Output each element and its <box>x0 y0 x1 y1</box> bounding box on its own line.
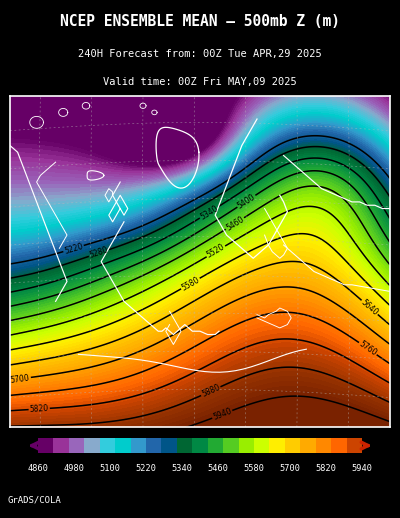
Bar <box>254 438 270 453</box>
Text: 5460: 5460 <box>208 464 228 472</box>
Bar <box>316 438 331 453</box>
Bar <box>54 438 69 453</box>
Text: 5760: 5760 <box>357 339 378 358</box>
Text: 5100: 5100 <box>100 464 120 472</box>
Text: 5580: 5580 <box>244 464 264 472</box>
Bar <box>130 438 146 453</box>
Text: NCEP ENSEMBLE MEAN – 500mb Z (m): NCEP ENSEMBLE MEAN – 500mb Z (m) <box>60 13 340 28</box>
Text: 5940: 5940 <box>212 407 233 422</box>
Text: 5460: 5460 <box>224 214 246 233</box>
Bar <box>162 438 177 453</box>
Bar <box>346 438 362 453</box>
Text: 5220: 5220 <box>136 464 156 472</box>
Text: 5820: 5820 <box>316 464 336 472</box>
Text: 4980: 4980 <box>64 464 84 472</box>
Bar <box>38 438 54 453</box>
Text: 5700: 5700 <box>10 373 30 384</box>
Bar <box>84 438 100 453</box>
Text: 5700: 5700 <box>280 464 300 472</box>
Text: 5400: 5400 <box>236 192 257 210</box>
Bar <box>238 438 254 453</box>
Bar <box>331 438 346 453</box>
Text: 5340: 5340 <box>172 464 192 472</box>
Bar <box>192 438 208 453</box>
Text: 5280: 5280 <box>88 246 110 261</box>
Text: 5340: 5340 <box>198 204 220 221</box>
Bar <box>69 438 84 453</box>
Bar <box>208 438 223 453</box>
Text: GrADS/COLA: GrADS/COLA <box>7 495 61 504</box>
Text: 5940: 5940 <box>352 464 372 472</box>
Text: 5580: 5580 <box>180 275 201 292</box>
Text: 5520: 5520 <box>205 242 226 260</box>
Bar <box>177 438 192 453</box>
Text: 5640: 5640 <box>359 297 380 317</box>
Text: 5880: 5880 <box>200 383 222 399</box>
Text: 4860: 4860 <box>28 464 48 472</box>
Bar <box>285 438 300 453</box>
Bar <box>223 438 238 453</box>
Bar <box>146 438 162 453</box>
Text: Valid time: 00Z Fri MAY,09 2025: Valid time: 00Z Fri MAY,09 2025 <box>103 77 297 88</box>
Bar <box>100 438 115 453</box>
Text: 240H Forecast from: 00Z Tue APR,29 2025: 240H Forecast from: 00Z Tue APR,29 2025 <box>78 49 322 59</box>
Bar <box>270 438 285 453</box>
Text: 5220: 5220 <box>63 241 84 255</box>
Bar <box>115 438 130 453</box>
Bar <box>300 438 316 453</box>
Text: 5820: 5820 <box>29 404 49 414</box>
